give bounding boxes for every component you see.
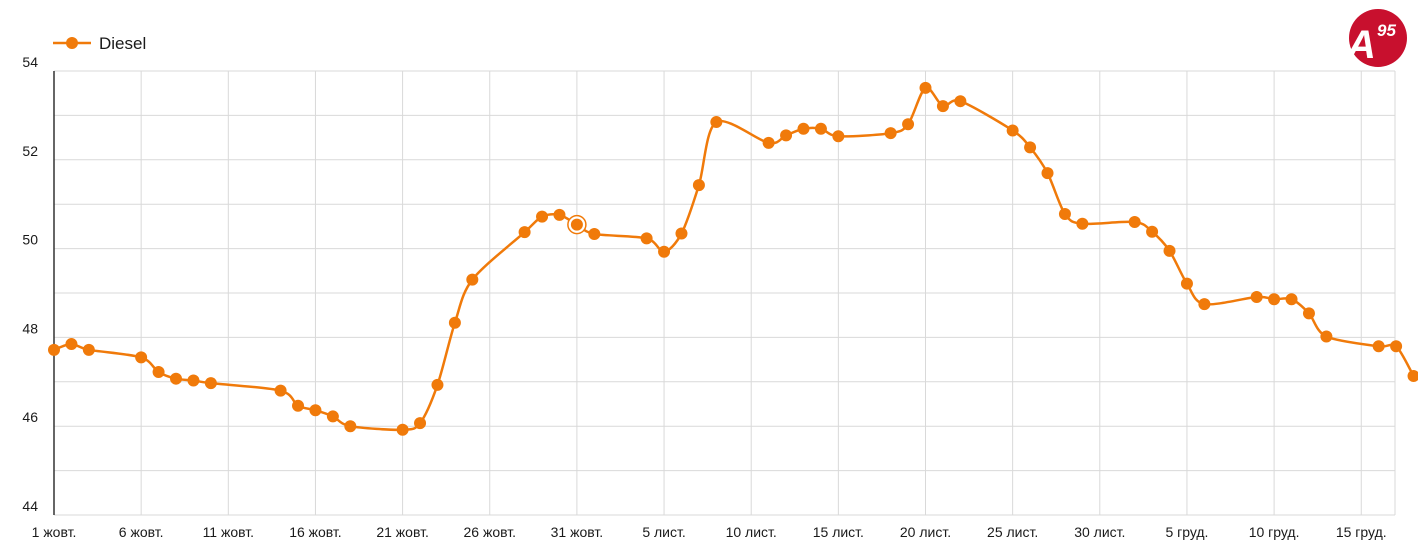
data-point[interactable] xyxy=(710,116,723,129)
data-point[interactable] xyxy=(1320,330,1333,343)
x-tick-label: 26 жовт. xyxy=(464,524,517,540)
data-point[interactable] xyxy=(919,81,932,94)
data-point[interactable] xyxy=(1372,340,1385,353)
data-point[interactable] xyxy=(187,374,200,387)
data-point[interactable] xyxy=(518,226,531,239)
data-point[interactable] xyxy=(588,227,601,240)
data-point[interactable] xyxy=(902,118,915,131)
data-point[interactable] xyxy=(65,338,78,351)
x-tick-label: 10 лист. xyxy=(726,524,777,540)
y-tick-label: 54 xyxy=(22,54,38,70)
data-point[interactable] xyxy=(414,417,427,430)
data-point[interactable] xyxy=(170,372,183,385)
grid-lines xyxy=(53,70,1396,516)
data-point[interactable] xyxy=(814,122,827,135)
x-tick-label: 5 груд. xyxy=(1165,524,1208,540)
data-point[interactable] xyxy=(797,122,810,135)
data-point[interactable] xyxy=(1006,124,1019,137)
x-tick-label: 15 лист. xyxy=(813,524,864,540)
data-point[interactable] xyxy=(344,420,357,433)
x-tick-label: 21 жовт. xyxy=(376,524,429,540)
data-point[interactable] xyxy=(692,179,705,192)
data-point[interactable] xyxy=(1128,215,1141,228)
y-tick-label: 44 xyxy=(22,498,38,514)
x-tick-label: 20 лист. xyxy=(900,524,951,540)
data-point[interactable] xyxy=(326,410,339,423)
series-diesel xyxy=(48,81,1418,436)
y-tick-label: 46 xyxy=(22,409,38,425)
data-point[interactable] xyxy=(675,227,688,240)
data-point[interactable] xyxy=(570,218,583,231)
data-point[interactable] xyxy=(1285,293,1298,306)
data-point[interactable] xyxy=(1058,207,1071,220)
data-point[interactable] xyxy=(292,399,305,412)
data-point[interactable] xyxy=(152,366,165,379)
data-point[interactable] xyxy=(1390,340,1403,353)
x-axis-tick-labels: 1 жовт. 6 жовт. 11 жовт. 16 жовт. 21 жовт. 26… xyxy=(32,524,1387,540)
series-line-diesel xyxy=(53,86,1415,432)
data-point[interactable] xyxy=(936,100,949,113)
x-tick-label: 25 лист. xyxy=(987,524,1038,540)
data-point[interactable] xyxy=(1024,141,1037,154)
data-point[interactable] xyxy=(82,343,95,356)
data-point[interactable] xyxy=(1163,244,1176,257)
legend[interactable]: Diesel xyxy=(53,34,146,53)
data-point[interactable] xyxy=(1302,307,1315,320)
data-point[interactable] xyxy=(309,404,322,417)
x-tick-label: 10 груд. xyxy=(1249,524,1300,540)
legend-marker xyxy=(66,37,78,49)
data-point[interactable] xyxy=(780,129,793,142)
x-tick-label: 5 лист. xyxy=(642,524,685,540)
data-point[interactable] xyxy=(884,127,897,140)
logo-letter: A xyxy=(1346,23,1376,67)
data-point[interactable] xyxy=(832,130,845,143)
data-point[interactable] xyxy=(1407,370,1418,383)
data-point[interactable] xyxy=(448,316,461,329)
data-point[interactable] xyxy=(762,136,775,149)
data-point[interactable] xyxy=(48,343,60,356)
data-point[interactable] xyxy=(1268,293,1281,306)
legend-label-diesel[interactable]: Diesel xyxy=(99,34,146,53)
logo-badge xyxy=(1349,9,1407,67)
data-point[interactable] xyxy=(274,384,287,397)
y-tick-label: 52 xyxy=(22,143,38,159)
x-tick-label: 6 жовт. xyxy=(119,524,164,540)
x-tick-label: 31 жовт. xyxy=(551,524,604,540)
data-point[interactable] xyxy=(658,245,671,258)
x-tick-label: 16 жовт. xyxy=(289,524,342,540)
data-point[interactable] xyxy=(466,273,479,286)
x-tick-label: 15 груд. xyxy=(1336,524,1387,540)
data-point[interactable] xyxy=(396,423,409,436)
logo-superscript: 95 xyxy=(1377,21,1396,40)
data-point[interactable] xyxy=(204,377,217,390)
data-point[interactable] xyxy=(640,232,653,245)
x-tick-label: 1 жовт. xyxy=(32,524,77,540)
data-point[interactable] xyxy=(431,378,444,391)
data-point[interactable] xyxy=(1180,277,1193,290)
data-point[interactable] xyxy=(954,95,967,108)
data-point[interactable] xyxy=(536,210,549,223)
data-point[interactable] xyxy=(1076,217,1089,230)
x-tick-label: 30 лист. xyxy=(1074,524,1125,540)
data-point[interactable] xyxy=(135,351,148,364)
logo: A 95 xyxy=(1346,9,1407,67)
data-point[interactable] xyxy=(1146,225,1159,238)
y-tick-label: 48 xyxy=(22,320,38,336)
data-point[interactable] xyxy=(1041,167,1054,180)
y-axis-tick-labels: 44 46 48 50 52 54 xyxy=(22,54,38,514)
y-tick-label: 50 xyxy=(22,232,38,248)
data-point[interactable] xyxy=(553,208,566,221)
data-point[interactable] xyxy=(1250,290,1263,303)
x-tick-label: 11 жовт. xyxy=(203,524,254,540)
data-point[interactable] xyxy=(1198,298,1211,311)
